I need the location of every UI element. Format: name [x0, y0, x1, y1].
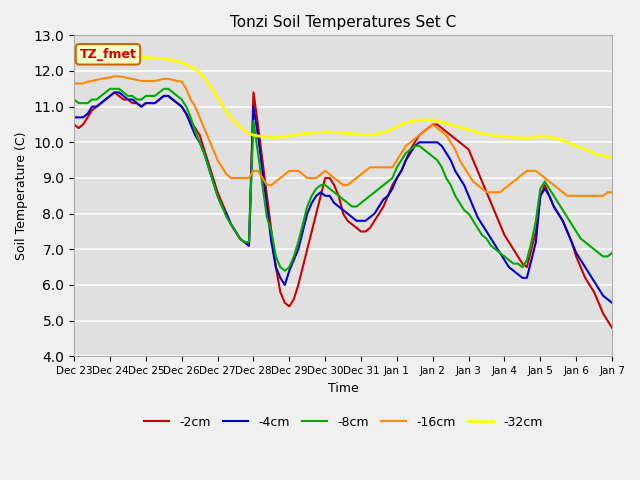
- Text: TZ_fmet: TZ_fmet: [79, 48, 136, 61]
- -16cm: [411, 136, 419, 142]
- -2cm: [70, 121, 78, 127]
- -8cm: [581, 240, 589, 245]
- -8cm: [308, 193, 316, 199]
- Line: -4cm: -4cm: [74, 92, 612, 303]
- -2cm: [577, 264, 584, 270]
- -4cm: [438, 143, 445, 149]
- -16cm: [438, 129, 445, 134]
- -16cm: [608, 190, 616, 195]
- -4cm: [129, 96, 136, 102]
- Line: -32cm: -32cm: [74, 55, 612, 157]
- -8cm: [106, 86, 114, 92]
- -4cm: [70, 115, 78, 120]
- -16cm: [303, 175, 311, 181]
- -2cm: [608, 325, 616, 331]
- -4cm: [608, 300, 616, 306]
- -2cm: [111, 89, 118, 95]
- -2cm: [129, 100, 136, 106]
- -2cm: [438, 125, 445, 131]
- -2cm: [411, 140, 419, 145]
- -4cm: [200, 150, 208, 156]
- -32cm: [608, 155, 616, 160]
- -32cm: [129, 53, 136, 59]
- Line: -2cm: -2cm: [74, 92, 612, 328]
- Y-axis label: Soil Temperature (C): Soil Temperature (C): [15, 132, 28, 260]
- -8cm: [281, 268, 289, 274]
- -8cm: [608, 250, 616, 256]
- -4cm: [411, 143, 419, 149]
- -16cm: [111, 73, 118, 79]
- -2cm: [200, 146, 208, 152]
- -8cm: [200, 150, 208, 156]
- Line: -16cm: -16cm: [74, 76, 612, 196]
- -16cm: [70, 81, 78, 86]
- Legend: -2cm, -4cm, -8cm, -16cm, -32cm: -2cm, -4cm, -8cm, -16cm, -32cm: [139, 411, 547, 434]
- -8cm: [129, 93, 136, 99]
- -32cm: [411, 118, 419, 124]
- -8cm: [415, 143, 423, 149]
- Line: -8cm: -8cm: [74, 89, 612, 271]
- -16cm: [581, 193, 589, 199]
- Title: Tonzi Soil Temperatures Set C: Tonzi Soil Temperatures Set C: [230, 15, 456, 30]
- -32cm: [577, 145, 584, 151]
- -16cm: [129, 76, 136, 82]
- -32cm: [200, 74, 208, 80]
- -4cm: [111, 89, 118, 95]
- -32cm: [438, 119, 445, 125]
- -8cm: [442, 175, 450, 181]
- -4cm: [303, 211, 311, 216]
- -32cm: [303, 131, 311, 136]
- -4cm: [577, 257, 584, 263]
- -32cm: [106, 52, 114, 58]
- -16cm: [563, 193, 571, 199]
- X-axis label: Time: Time: [328, 382, 358, 395]
- -8cm: [70, 96, 78, 102]
- -2cm: [303, 246, 311, 252]
- -16cm: [200, 125, 208, 131]
- -32cm: [70, 58, 78, 63]
